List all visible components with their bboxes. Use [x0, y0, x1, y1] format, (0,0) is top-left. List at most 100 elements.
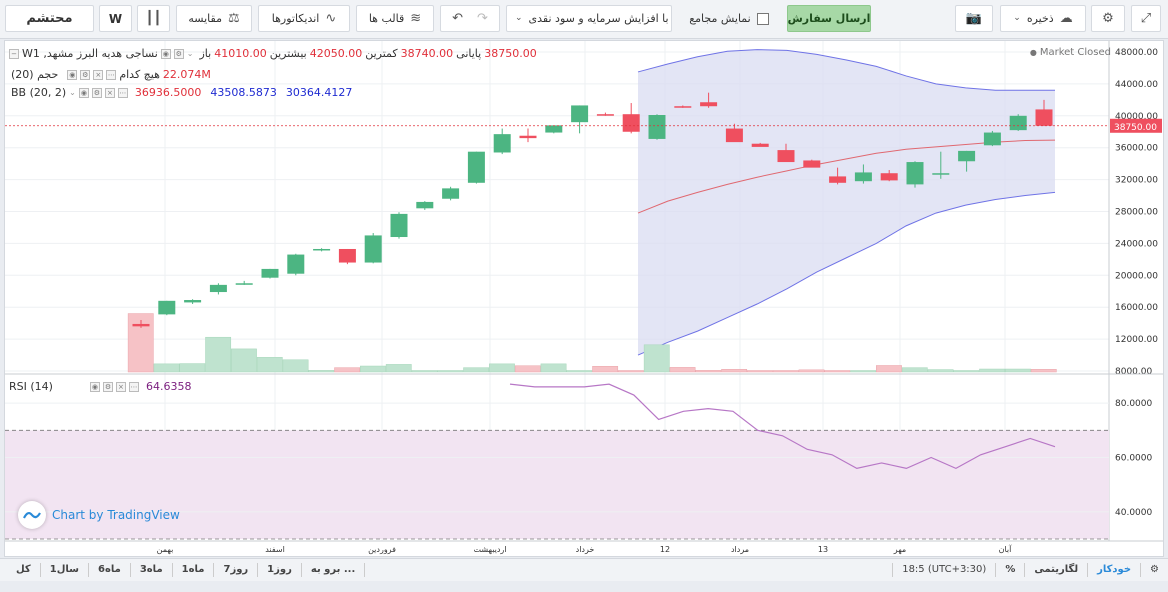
price-tick-label: 8000.00 [1115, 367, 1152, 377]
indicator-wave-icon: ∿ [325, 11, 337, 26]
price-tick-label: 32000.00 [1115, 176, 1158, 186]
log-toggle[interactable]: لگاریتمی [1025, 563, 1089, 577]
gear-icon[interactable]: ⚙ [173, 48, 184, 59]
time-tick-label: خرداد [576, 545, 595, 554]
volume-value: 22.074M [162, 68, 211, 81]
undo-redo-group: ↶ ↷ [440, 5, 500, 32]
chevron-down-icon[interactable]: ⌄ [69, 88, 76, 97]
volume-bar [592, 366, 619, 373]
percent-toggle[interactable]: % [996, 563, 1026, 577]
undo-icon[interactable]: ↶ [452, 11, 463, 26]
market-status: ● Market Closed [1029, 47, 1111, 58]
chart-type-button[interactable]: ┃┃ [137, 5, 170, 32]
candle-body [545, 125, 563, 133]
volume-bar [824, 370, 851, 373]
volume-bar [437, 370, 464, 373]
range-button-0[interactable]: کل [0, 563, 41, 577]
settings-button[interactable]: ⚙ [1091, 5, 1125, 32]
last-price-marker-text: 38750.00 [1114, 123, 1157, 133]
visibility-icon[interactable]: ◉ [78, 87, 89, 98]
range-button-6[interactable]: 1روز [258, 563, 302, 577]
volume-bar [308, 370, 335, 373]
range-button-5[interactable]: 7روز [214, 563, 259, 577]
visibility-icon[interactable]: ◉ [67, 69, 78, 80]
volume-bar [566, 370, 593, 373]
save-button[interactable]: ⌄ ذخیره ☁ [1000, 5, 1086, 32]
candle-body [932, 173, 950, 175]
time-tick-label: اردیبهشت [474, 545, 507, 554]
more-icon[interactable]: ⋯ [117, 87, 128, 98]
chevron-down-icon[interactable]: ⌄ [186, 49, 194, 58]
candle-body [493, 134, 511, 153]
price-tick-label: 16000.00 [1115, 303, 1158, 313]
range-button-4[interactable]: 1ماه [173, 563, 215, 577]
visibility-icon[interactable]: ◉ [160, 48, 171, 59]
rsi-legend: RSI (14) ◉ ⚙ × ⋯ 64.6358 [9, 380, 191, 393]
candle-body [622, 114, 640, 132]
gear-icon[interactable]: ⚙ [102, 381, 113, 392]
range-button-2[interactable]: 6ماه [89, 563, 131, 577]
cumulative-checkbox[interactable] [756, 12, 769, 25]
auto-toggle[interactable]: خودکار [1088, 563, 1142, 577]
symbol-search-button[interactable]: محتشم [5, 5, 94, 32]
candle-body [442, 188, 460, 199]
volume-bar [1030, 369, 1057, 373]
cumulative-toggle[interactable]: نمایش مجامع [676, 5, 782, 32]
candle-body [571, 105, 589, 123]
candle-body [700, 102, 718, 107]
close-icon[interactable]: × [115, 381, 126, 392]
range-button-1[interactable]: 1سال [41, 563, 89, 577]
chart-container[interactable]: 48000.00 44000.00 40000.00 36000.00 32000.00… [4, 40, 1164, 557]
redo-icon[interactable]: ↷ [477, 11, 488, 26]
templates-button[interactable]: قالب ها ≋ [356, 5, 434, 32]
candle-body [829, 176, 847, 183]
gear-icon[interactable]: ⚙ [91, 87, 102, 98]
bb-label: BB (20, 2) [11, 86, 67, 99]
volume-bar [643, 344, 670, 373]
adjust-select[interactable]: ⌄ با افزایش سرمایه و سود نقدی [506, 5, 672, 32]
volume-bar [489, 363, 515, 373]
fullscreen-button[interactable]: ⤢ [1131, 5, 1161, 32]
close-icon[interactable]: × [93, 69, 104, 80]
indicators-button[interactable]: اندیکاتورها ∿ [258, 5, 350, 32]
symbol-name: Wنساجی هدیه البرز مشهد, 1 [22, 47, 158, 60]
templates-icon: ≋ [410, 11, 422, 26]
volume-bar [179, 363, 206, 373]
goto-button[interactable]: برو به ... [302, 563, 366, 577]
time-tick-label: مهر [893, 545, 906, 554]
range-button-3[interactable]: 3ماه [131, 563, 173, 577]
close-icon[interactable]: × [104, 87, 115, 98]
symbol-brand: محتشم [26, 11, 73, 26]
interval-button[interactable]: W [99, 5, 132, 32]
more-icon[interactable]: ⋯ [128, 381, 139, 392]
visibility-icon[interactable]: ◉ [89, 381, 100, 392]
price-tick-label: 44000.00 [1115, 80, 1158, 90]
candle-body [467, 151, 485, 183]
candle-body [158, 300, 176, 315]
candle-body [1035, 109, 1053, 126]
tradingview-watermark[interactable]: Chart by TradingView [18, 501, 180, 529]
watermark-text: Chart by TradingView [52, 508, 180, 522]
snapshot-button[interactable]: 📷 [955, 5, 993, 32]
volume-bar [256, 357, 283, 373]
candle-body [958, 150, 976, 162]
time-display[interactable]: 18:5 (UTC+3:30) [892, 563, 997, 577]
close-label: پایانی [456, 47, 482, 60]
rsi-label: RSI (14) [9, 380, 53, 393]
more-icon[interactable]: ⋯ [106, 69, 117, 80]
gear-icon[interactable]: ⚙ [80, 69, 91, 80]
volume-bar [953, 370, 980, 373]
collapse-icon[interactable]: − [9, 48, 19, 59]
chart-canvas[interactable]: 48000.00 44000.00 40000.00 36000.00 32000.00… [5, 41, 1163, 556]
price-tick-label: 24000.00 [1115, 239, 1158, 249]
settings-button[interactable]: ⚙ [1141, 563, 1168, 577]
candle-body [803, 160, 821, 168]
bb-upper-value: 43508.5873 [210, 86, 277, 99]
compare-button[interactable]: مقایسه ⚖ [176, 5, 252, 32]
volume-bar [721, 369, 748, 373]
candle-body [261, 268, 279, 278]
volume-bar [1005, 368, 1031, 373]
chevron-down-icon: ⌄ [515, 13, 523, 23]
candle-body [880, 173, 898, 181]
send-order-button[interactable]: ارسال سفارش [787, 5, 871, 32]
